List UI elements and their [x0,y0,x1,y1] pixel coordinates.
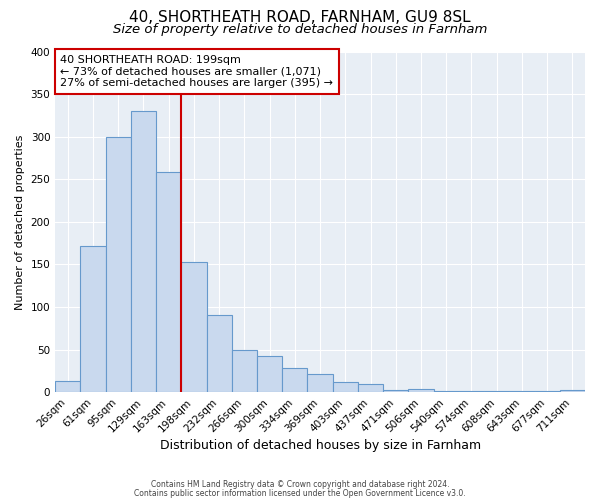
Text: 40 SHORTHEATH ROAD: 199sqm
← 73% of detached houses are smaller (1,071)
27% of s: 40 SHORTHEATH ROAD: 199sqm ← 73% of deta… [61,55,334,88]
Bar [106,136,131,392]
Bar [181,262,206,392]
Bar [409,389,434,392]
Bar [80,246,106,392]
Text: Contains public sector information licensed under the Open Government Licence v3: Contains public sector information licen… [134,488,466,498]
Bar [55,381,80,392]
Y-axis label: Number of detached properties: Number of detached properties [15,134,25,310]
X-axis label: Distribution of detached houses by size in Farnham: Distribution of detached houses by size … [160,440,481,452]
Bar [282,368,307,392]
Bar [358,384,383,392]
Bar [332,382,358,392]
Text: 40, SHORTHEATH ROAD, FARNHAM, GU9 8SL: 40, SHORTHEATH ROAD, FARNHAM, GU9 8SL [129,10,471,25]
Text: Size of property relative to detached houses in Farnham: Size of property relative to detached ho… [113,22,487,36]
Bar [307,374,332,392]
Bar [560,390,585,392]
Bar [257,356,282,392]
Bar [383,390,409,392]
Text: Contains HM Land Registry data © Crown copyright and database right 2024.: Contains HM Land Registry data © Crown c… [151,480,449,489]
Bar [206,314,232,392]
Bar [131,111,156,392]
Bar [232,350,257,392]
Bar [156,172,181,392]
